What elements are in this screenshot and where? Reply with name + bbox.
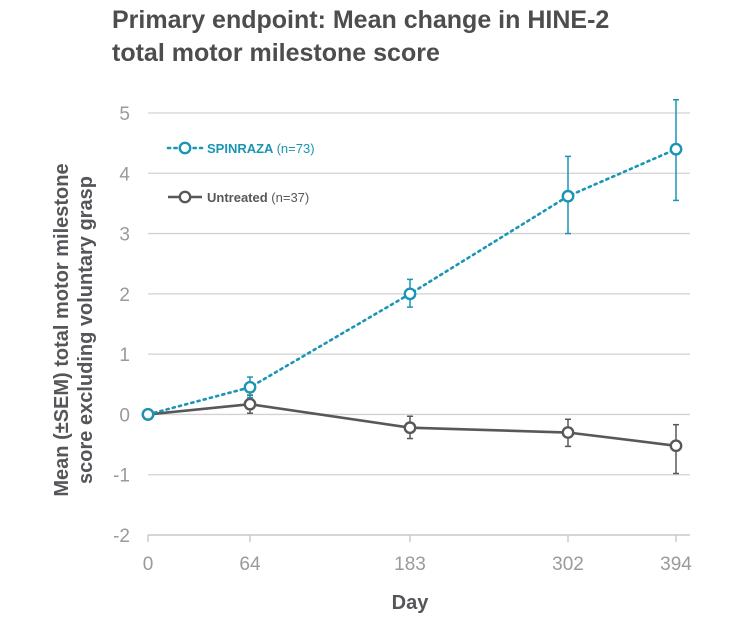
x-tick-label: 183 bbox=[394, 554, 426, 575]
legend-item-untreated: Untreated (n=37) bbox=[168, 190, 309, 205]
data-point bbox=[561, 426, 575, 439]
y-tick-label: 3 bbox=[119, 225, 130, 246]
series-untreated bbox=[141, 394, 683, 475]
data-point bbox=[403, 421, 417, 435]
gridlines bbox=[148, 112, 690, 536]
series-group bbox=[141, 98, 683, 475]
legend-series-n: (n=73) bbox=[277, 141, 315, 156]
y-tick-label: 1 bbox=[119, 345, 130, 366]
x-axis-ticks: 0 64 183 302 394 bbox=[143, 534, 692, 575]
y-tick-label: 0 bbox=[119, 405, 130, 426]
legend-series-name: Untreated bbox=[207, 190, 271, 205]
legend-text: Untreated (n=37) bbox=[207, 190, 309, 205]
data-point bbox=[243, 397, 257, 411]
legend: SPINRAZA (n=73) Untreated (n=37) bbox=[166, 141, 315, 205]
y-axis-label-line2: score excluding voluntary grasp bbox=[75, 176, 97, 484]
y-tick-label: -2 bbox=[113, 526, 130, 547]
legend-item-spinraza: SPINRAZA (n=73) bbox=[166, 141, 315, 156]
data-point bbox=[403, 287, 417, 301]
x-tick-label: 302 bbox=[552, 554, 584, 575]
legend-marker bbox=[178, 190, 192, 204]
chart-title-line1: Primary endpoint: Mean change in HINE-2 bbox=[112, 6, 610, 34]
y-axis-ticks: 5 4 3 2 1 0 -1 -2 bbox=[113, 104, 130, 547]
data-point bbox=[561, 189, 575, 203]
y-tick-label: 5 bbox=[119, 104, 130, 125]
series-line bbox=[146, 147, 678, 416]
x-tick-label: 0 bbox=[143, 554, 154, 575]
y-tick-label: 2 bbox=[119, 285, 130, 306]
legend-series-n: (n=37) bbox=[271, 190, 309, 205]
legend-marker bbox=[178, 141, 192, 155]
y-tick-label: 4 bbox=[119, 164, 130, 185]
data-point bbox=[669, 142, 683, 156]
data-point bbox=[141, 408, 155, 421]
x-axis-label: Day bbox=[392, 592, 430, 614]
legend-text: SPINRAZA (n=73) bbox=[207, 141, 315, 156]
x-tick-label: 394 bbox=[660, 554, 692, 575]
series-spinraza bbox=[141, 98, 683, 421]
y-tick-label: -1 bbox=[113, 466, 130, 487]
data-point bbox=[243, 380, 257, 394]
data-point bbox=[669, 439, 683, 453]
chart-title-line2: total motor milestone score bbox=[112, 39, 440, 67]
chart-title: Primary endpoint: Mean change in HINE-2 … bbox=[112, 4, 732, 70]
y-axis-label-line1: Mean (±SEM) total motor milestone bbox=[51, 163, 73, 496]
x-tick-label: 64 bbox=[239, 554, 261, 575]
legend-series-name: SPINRAZA bbox=[207, 141, 277, 156]
